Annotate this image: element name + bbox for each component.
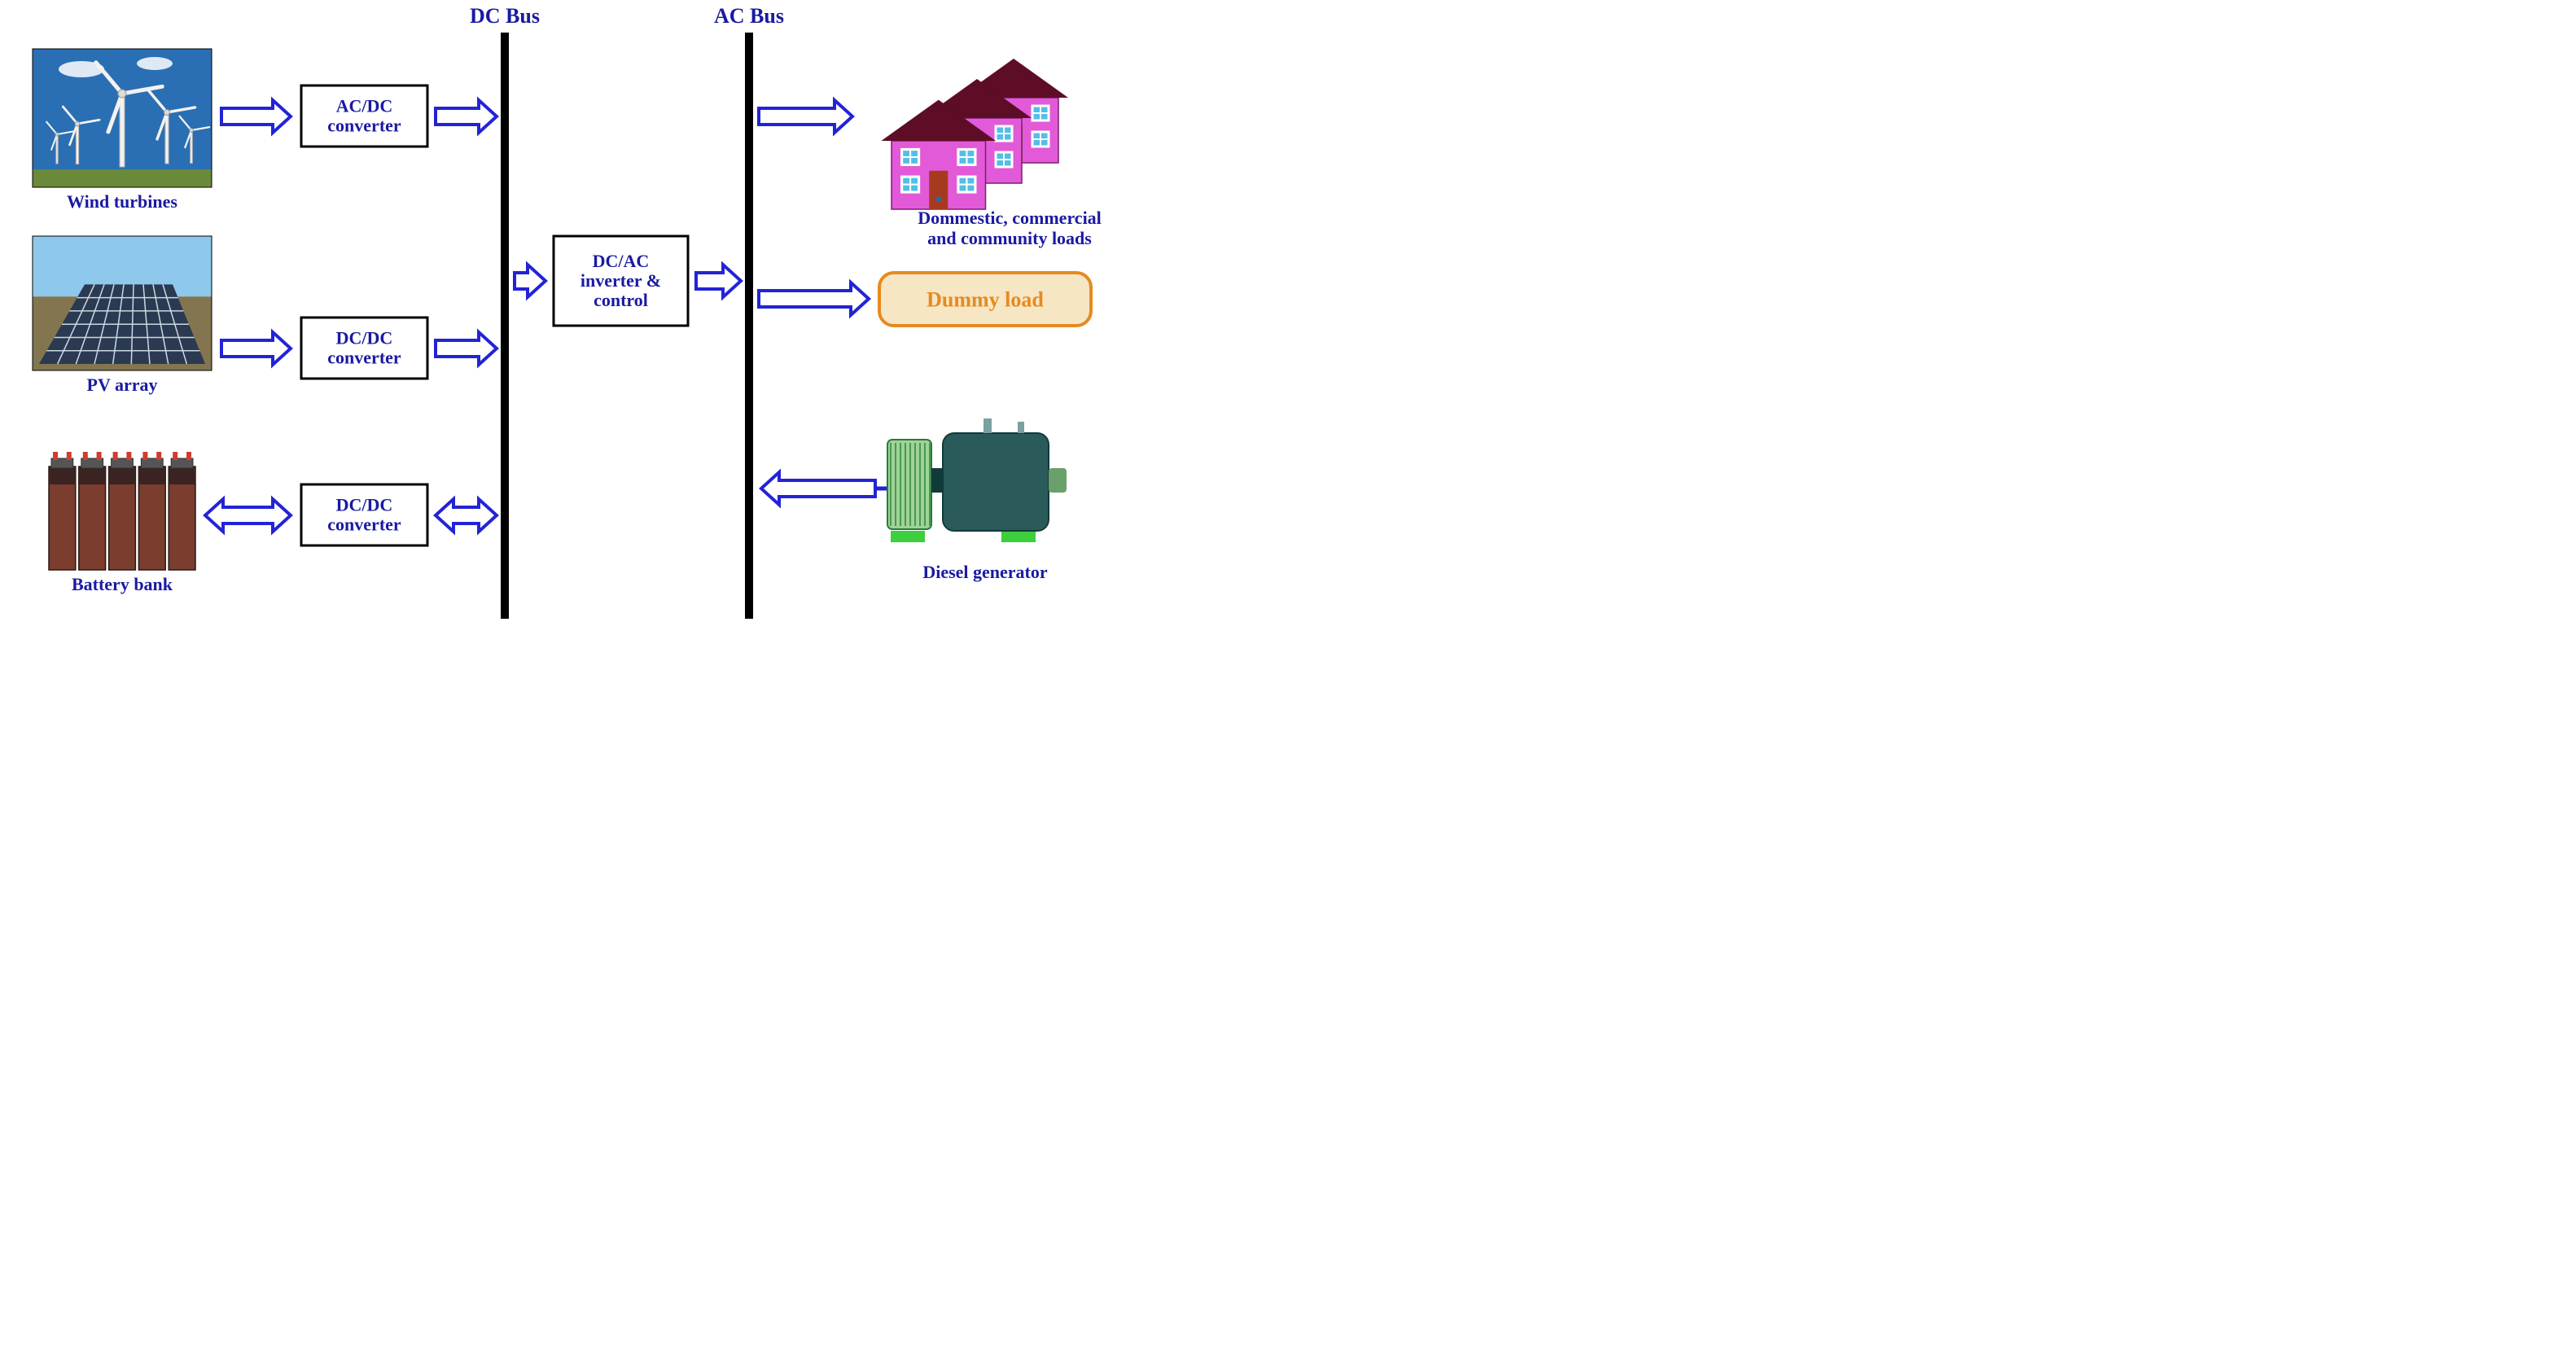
dc-bus-label: DC Bus <box>470 4 540 28</box>
wind-label: Wind turbines <box>67 191 177 212</box>
pv-array-icon <box>33 236 212 370</box>
dcdc1-label: DC/DC <box>336 328 393 348</box>
arrow-diesel-to-acbus <box>761 472 875 505</box>
dcdc2-label: converter <box>327 515 401 535</box>
dummy-load-label: Dummy load <box>927 288 1044 312</box>
ac-bus-label: AC Bus <box>714 4 784 28</box>
arrow-wind-to-acdc <box>221 100 291 133</box>
houses-label: and community loads <box>927 228 1092 248</box>
dcac-label: inverter & <box>580 270 661 291</box>
arrow-batt-to-dcdc2 <box>205 499 291 532</box>
battery-bank-icon <box>49 452 195 570</box>
battery-label: Battery bank <box>72 574 173 594</box>
diesel-generator-icon <box>875 418 1067 542</box>
arrow-dcdc2-to-dcbus <box>436 499 497 532</box>
diesel-label: Diesel generator <box>922 562 1048 582</box>
arrow-dcbus-to-dcac <box>515 265 545 297</box>
wind-turbines-icon <box>33 49 212 187</box>
houses-icon <box>881 59 1068 209</box>
arrow-acbus-to-houses <box>759 100 852 133</box>
arrow-dcac-to-acbus <box>696 265 741 297</box>
arrow-pv-to-dcdc1 <box>221 332 291 365</box>
arrow-acbus-to-dummy <box>759 283 869 315</box>
dcac-label: DC/AC <box>593 251 650 271</box>
arrow-acdc-to-dcbus <box>436 100 497 133</box>
pv-label: PV array <box>87 375 158 395</box>
dcdc1-label: converter <box>327 348 401 368</box>
dcac-label: control <box>594 290 648 310</box>
houses-label: Dommestic, commercial <box>918 208 1102 228</box>
arrow-dcdc1-to-dcbus <box>436 332 497 365</box>
acdc-label: converter <box>327 116 401 136</box>
acdc-label: AC/DC <box>336 96 393 116</box>
dcdc2-label: DC/DC <box>336 495 393 515</box>
